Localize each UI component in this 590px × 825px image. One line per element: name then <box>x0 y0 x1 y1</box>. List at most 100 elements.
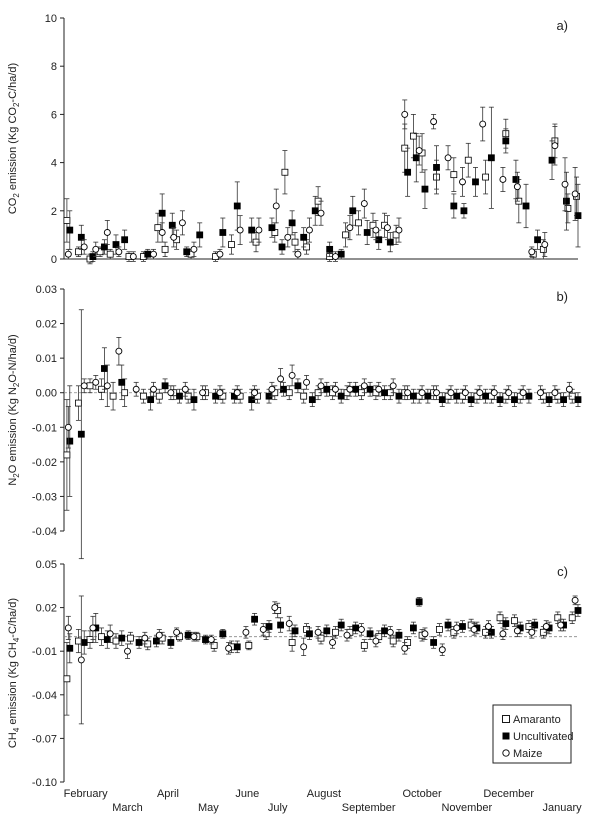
marker-circle <box>288 371 296 379</box>
marker-square-filled <box>176 392 183 400</box>
data-point-maize <box>64 615 72 640</box>
marker-circle <box>268 385 276 393</box>
marker-square-filled <box>278 243 286 251</box>
y-tick-label: -0.10 <box>32 777 57 789</box>
data-point-uncultivated <box>161 378 169 394</box>
y-tick-label: 0.02 <box>36 319 57 331</box>
data-point-maize <box>178 210 186 236</box>
data-point-uncultivated <box>196 222 204 248</box>
month-label-october: October <box>402 788 441 800</box>
data-point-maize <box>129 251 137 262</box>
marker-square-filled <box>410 624 417 632</box>
data-point-uncultivated <box>288 210 296 236</box>
marker-circle <box>571 596 579 604</box>
marker-square-filled <box>511 396 518 404</box>
data-point-maize <box>542 620 550 633</box>
marker-circle <box>92 245 100 253</box>
data-point-amaranto <box>140 388 147 404</box>
data-point-uncultivated <box>410 388 417 404</box>
y-tick-label: -0.01 <box>32 646 57 658</box>
marker-circle <box>103 382 111 390</box>
data-point-maize <box>565 381 573 397</box>
marker-circle <box>541 241 549 248</box>
marker-square-filled <box>512 176 520 183</box>
marker-square-filled <box>112 241 120 248</box>
data-point-uncultivated <box>404 147 412 197</box>
y-axis-title-part: 4 <box>12 637 21 642</box>
data-point-uncultivated <box>66 633 74 664</box>
marker-square-open <box>245 641 253 649</box>
y-tick-label: -0.04 <box>32 690 57 702</box>
marker-square-open <box>464 156 472 164</box>
data-point-uncultivated <box>326 241 334 257</box>
data-point-amaranto <box>435 623 443 636</box>
marker-circle <box>207 636 215 644</box>
marker-square-open <box>127 634 134 642</box>
marker-circle <box>542 623 550 630</box>
data-point-maize <box>190 241 198 257</box>
marker-square-open <box>63 217 71 224</box>
data-point-uncultivated <box>395 629 403 642</box>
marker-square-filled <box>121 236 129 244</box>
data-point-amaranto <box>109 381 117 411</box>
y-tick-label: 0.01 <box>36 353 57 365</box>
data-point-amaranto <box>245 640 253 651</box>
y-tick-label: -0.04 <box>32 526 57 538</box>
marker-circle <box>401 110 409 118</box>
marker-circle <box>499 630 507 638</box>
marker-circle <box>519 389 527 397</box>
marker-square-open <box>496 614 504 622</box>
marker-circle <box>124 647 131 655</box>
marker-square-filled <box>294 382 302 390</box>
y-axis-title-part: 2 <box>12 102 21 107</box>
month-label-march: March <box>112 802 143 814</box>
marker-square-open <box>155 392 163 400</box>
y-tick-label: -0.01 <box>32 422 57 434</box>
data-point-maize <box>181 381 189 397</box>
marker-square-open <box>554 614 562 622</box>
marker-square-filled <box>66 437 74 445</box>
marker-square-filled <box>167 639 175 646</box>
data-point-uncultivated <box>363 220 371 245</box>
marker-circle <box>415 147 423 155</box>
data-point-maize <box>372 220 380 241</box>
marker-square-filled <box>118 634 126 642</box>
data-point-maize <box>300 637 308 656</box>
marker-circle <box>438 646 446 654</box>
marker-circle <box>565 385 573 393</box>
marker-circle <box>190 245 198 253</box>
data-point-amaranto <box>75 629 82 654</box>
data-point-maize <box>207 634 215 645</box>
data-point-maize <box>421 627 429 640</box>
data-point-maize <box>92 241 100 257</box>
marker-square-filled <box>326 245 334 253</box>
data-point-uncultivated <box>531 618 539 632</box>
marker-square-filled <box>472 178 479 186</box>
data-point-uncultivated <box>323 381 331 397</box>
series-amaranto <box>63 602 576 716</box>
y-axis-title: CO2 emission (Kg CO2-C/ha/d) <box>7 63 21 214</box>
data-point-maize <box>150 248 157 260</box>
data-point-maize <box>259 623 267 636</box>
marker-circle <box>421 630 429 638</box>
marker-circle <box>404 389 412 397</box>
data-point-amaranto <box>154 212 162 243</box>
panel-label: c) <box>557 564 568 579</box>
data-point-uncultivated <box>467 392 475 407</box>
data-point-maize <box>418 385 426 401</box>
marker-circle <box>485 623 492 630</box>
marker-square-filled <box>265 623 273 630</box>
marker-circle <box>225 644 233 652</box>
data-point-maize <box>242 626 250 639</box>
marker-circle <box>401 644 409 652</box>
data-point-uncultivated <box>308 392 316 407</box>
marker-circle <box>476 389 484 397</box>
data-point-amaranto <box>161 241 169 257</box>
marker-circle <box>216 389 224 397</box>
marker-square-filled <box>496 396 504 404</box>
marker-circle <box>132 385 140 393</box>
y-tick-label: 8 <box>51 61 57 73</box>
month-label-august: August <box>307 788 341 800</box>
data-point-uncultivated <box>167 636 175 649</box>
data-point-uncultivated <box>337 248 345 260</box>
